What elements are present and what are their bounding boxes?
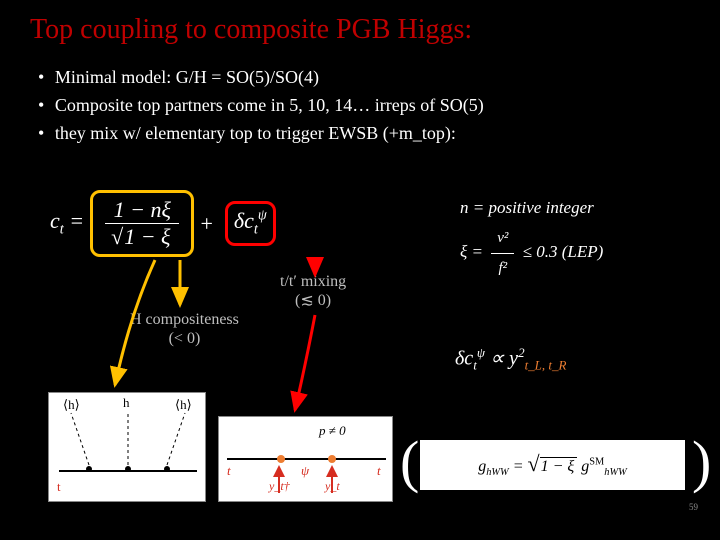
bullet-list: Minimal model: G/H = SO(5)/SO(4) Composi… xyxy=(38,64,690,148)
sqrt-icon xyxy=(111,224,123,249)
page-number: 59 xyxy=(689,502,698,512)
diag1-label-h1: ⟨h⟩ xyxy=(63,397,80,413)
feynman-diagram-1: ⟨h⟩ h ⟨h⟩ t xyxy=(48,392,206,502)
feynman-diagram-2: p ≠ 0 t ψ t y_t† y_t xyxy=(218,416,393,502)
diag2-label-t-left: t xyxy=(227,463,231,479)
eq-lhs: ct = xyxy=(50,208,84,238)
diag2-label-ytdag: y_t† xyxy=(269,479,290,494)
bullet-item: Minimal model: G/H = SO(5)/SO(4) xyxy=(38,64,690,92)
side-notes: n = positive integer ξ = v² f² ≤ 0.3 (LE… xyxy=(460,192,603,282)
plus-sign: + xyxy=(200,211,212,237)
frac-denominator: 1 − ξ xyxy=(105,223,179,250)
paren-left: ( xyxy=(400,428,419,495)
diag2-label-t-right: t xyxy=(377,463,381,479)
annotation-tt-mixing: t/t′ mixing (≲ 0) xyxy=(280,272,346,310)
slide-title: Top coupling to composite PGB Higgs: xyxy=(30,14,690,46)
diag2-label-yt: y_t xyxy=(325,479,340,494)
bullet-item: they mix w/ elementary top to trigger EW… xyxy=(38,120,690,148)
main-equation: ct = 1 − nξ 1 − ξ + δctψ xyxy=(50,190,276,257)
delta-proportional-eq: δctψ ∝ y2t_L, t_R xyxy=(455,345,566,374)
diag2-label-p: p ≠ 0 xyxy=(319,423,346,439)
xi-definition: ξ = v² f² ≤ 0.3 (LEP) xyxy=(460,224,603,282)
main-fraction: 1 − nξ 1 − ξ xyxy=(105,197,179,250)
red-box: δctψ xyxy=(225,201,276,246)
arrow-yellow-to-hcomp xyxy=(170,255,210,315)
diag2-label-psi: ψ xyxy=(301,463,309,479)
xi-num: v² xyxy=(491,224,514,253)
diag1-label-h3: ⟨h⟩ xyxy=(175,397,192,413)
n-definition: n = positive integer xyxy=(460,192,603,224)
frac-numerator: 1 − nξ xyxy=(105,197,179,223)
diag1-label-h2: h xyxy=(123,395,130,411)
yellow-box: 1 − nξ 1 − ξ xyxy=(90,190,194,257)
slide: Top coupling to composite PGB Higgs: Min… xyxy=(0,0,720,540)
delta-term: δctψ xyxy=(234,208,267,233)
bullet-item: Composite top partners come in 5, 10, 14… xyxy=(38,92,690,120)
annotation-h-compositeness: H compositeness (< 0) xyxy=(130,310,239,348)
arrow-red-to-diagram2 xyxy=(270,312,330,417)
sqrt-icon xyxy=(528,458,540,475)
paren-right: ) xyxy=(692,428,711,495)
diag1-label-t: t xyxy=(57,479,61,495)
ghww-equation-box: ghWW = 1 − ξ gSMhWW xyxy=(420,440,685,490)
xi-den: f² xyxy=(491,253,514,283)
